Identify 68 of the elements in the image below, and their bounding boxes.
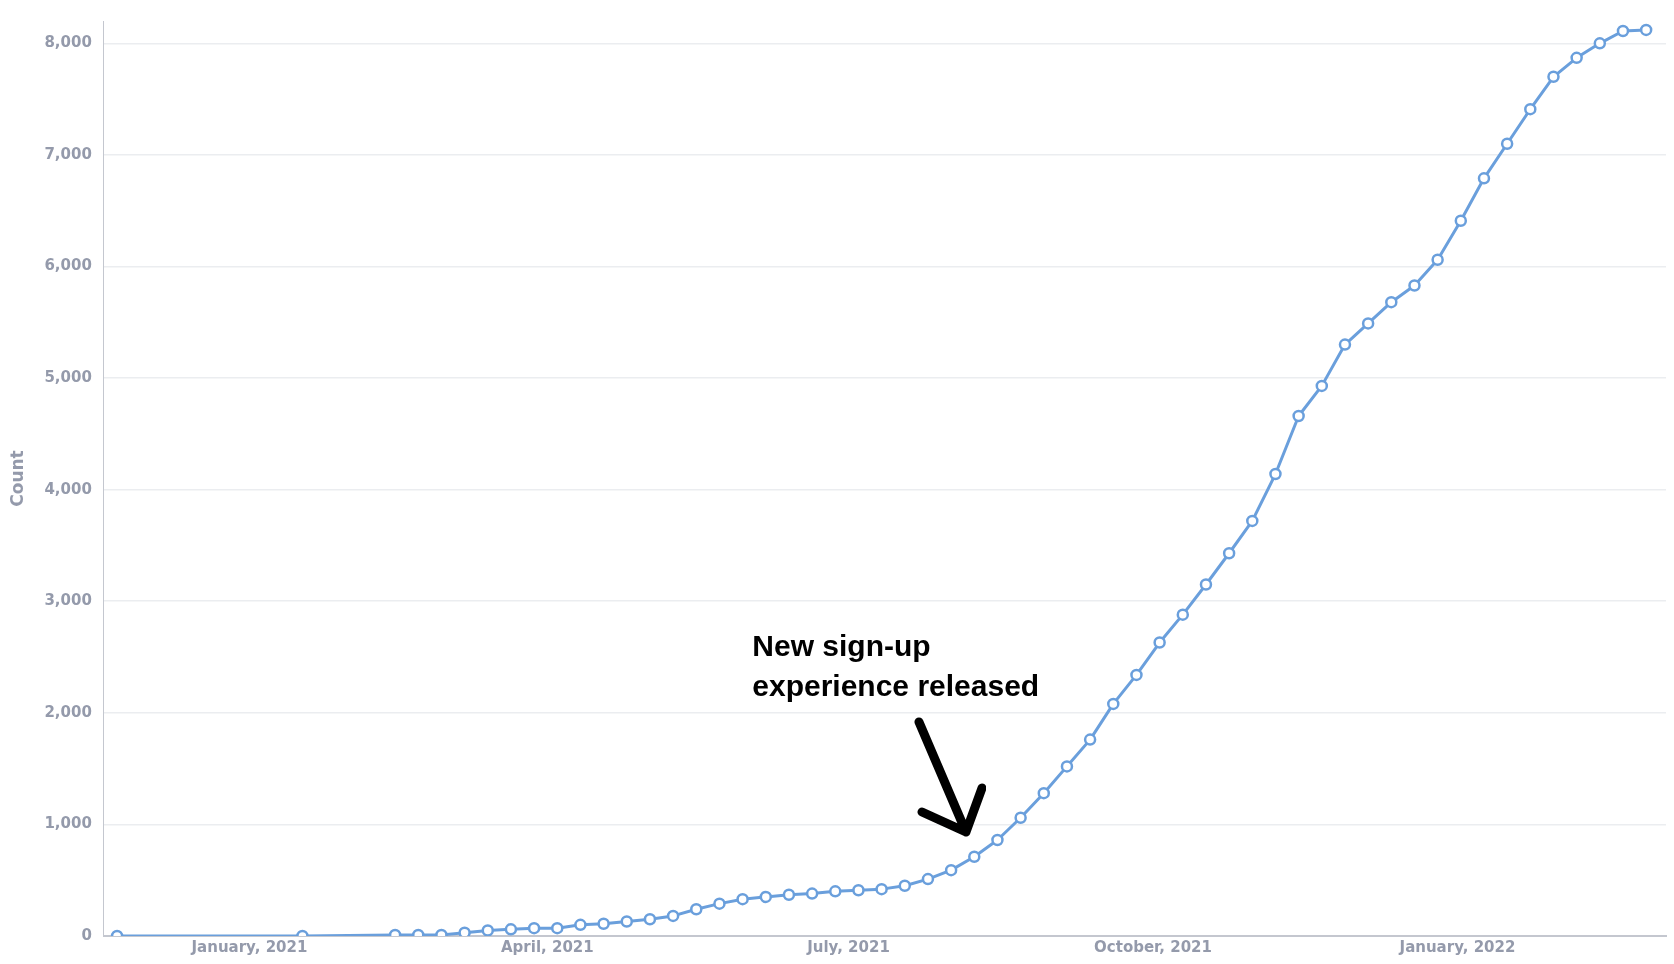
y-tick-label: 6,000 <box>44 256 92 275</box>
point <box>1269 467 1282 481</box>
y-tick-label: 7,000 <box>44 144 92 163</box>
y-tick-label: 4,000 <box>44 479 92 498</box>
point <box>551 921 564 935</box>
point <box>1616 24 1630 38</box>
point <box>829 885 842 898</box>
x-tick-label: July, 2021 <box>806 937 890 956</box>
point <box>991 833 1004 847</box>
point <box>1199 578 1213 591</box>
point <box>1639 23 1653 37</box>
annotation: New sign-up experience released <box>752 628 1041 704</box>
point <box>1524 102 1537 116</box>
point <box>1107 697 1120 711</box>
point <box>458 926 471 936</box>
point <box>1570 51 1583 65</box>
x-tick-label: October, 2021 <box>1094 937 1212 956</box>
y-axis-title: Count <box>6 450 27 507</box>
point <box>759 890 773 904</box>
point <box>1454 214 1468 227</box>
point <box>1500 137 1514 150</box>
point <box>875 882 888 896</box>
point <box>1060 760 1074 773</box>
y-tick-label: 5,000 <box>44 367 92 386</box>
x-tick-label: January, 2022 <box>1398 937 1516 956</box>
point <box>597 917 610 930</box>
point <box>527 921 541 935</box>
point <box>921 872 935 886</box>
y-tick-label: 0 <box>81 925 92 944</box>
point <box>852 884 865 897</box>
y-tick-label: 3,000 <box>44 591 92 610</box>
point <box>736 892 749 906</box>
point <box>574 918 587 932</box>
point <box>898 879 912 893</box>
point <box>1431 253 1444 267</box>
point <box>1315 379 1329 393</box>
point <box>805 887 819 900</box>
point <box>690 902 703 916</box>
point <box>1222 547 1236 560</box>
point <box>1385 295 1398 309</box>
point <box>1361 317 1375 330</box>
point <box>1130 668 1143 682</box>
point <box>1083 733 1097 746</box>
y-tick-label: 2,000 <box>44 702 92 721</box>
y-tick-label: 1,000 <box>44 814 92 833</box>
x-tick-label: January, 2021 <box>190 937 308 956</box>
point <box>1408 279 1421 292</box>
point <box>643 913 657 926</box>
point <box>1153 636 1166 649</box>
point <box>1176 608 1190 621</box>
point <box>1014 811 1027 824</box>
point <box>1292 409 1305 423</box>
point <box>1037 786 1051 800</box>
point <box>1246 514 1259 528</box>
point <box>1477 172 1491 185</box>
point <box>1547 70 1560 84</box>
point <box>968 850 981 864</box>
point <box>1593 37 1607 50</box>
point <box>713 897 726 910</box>
point <box>504 923 518 936</box>
point <box>666 909 680 923</box>
x-tick-label: April, 2021 <box>500 937 594 956</box>
point <box>944 863 958 877</box>
point <box>620 915 634 928</box>
point <box>1338 338 1352 351</box>
y-tick-label: 8,000 <box>44 33 92 52</box>
point <box>782 888 796 901</box>
point <box>481 924 495 936</box>
